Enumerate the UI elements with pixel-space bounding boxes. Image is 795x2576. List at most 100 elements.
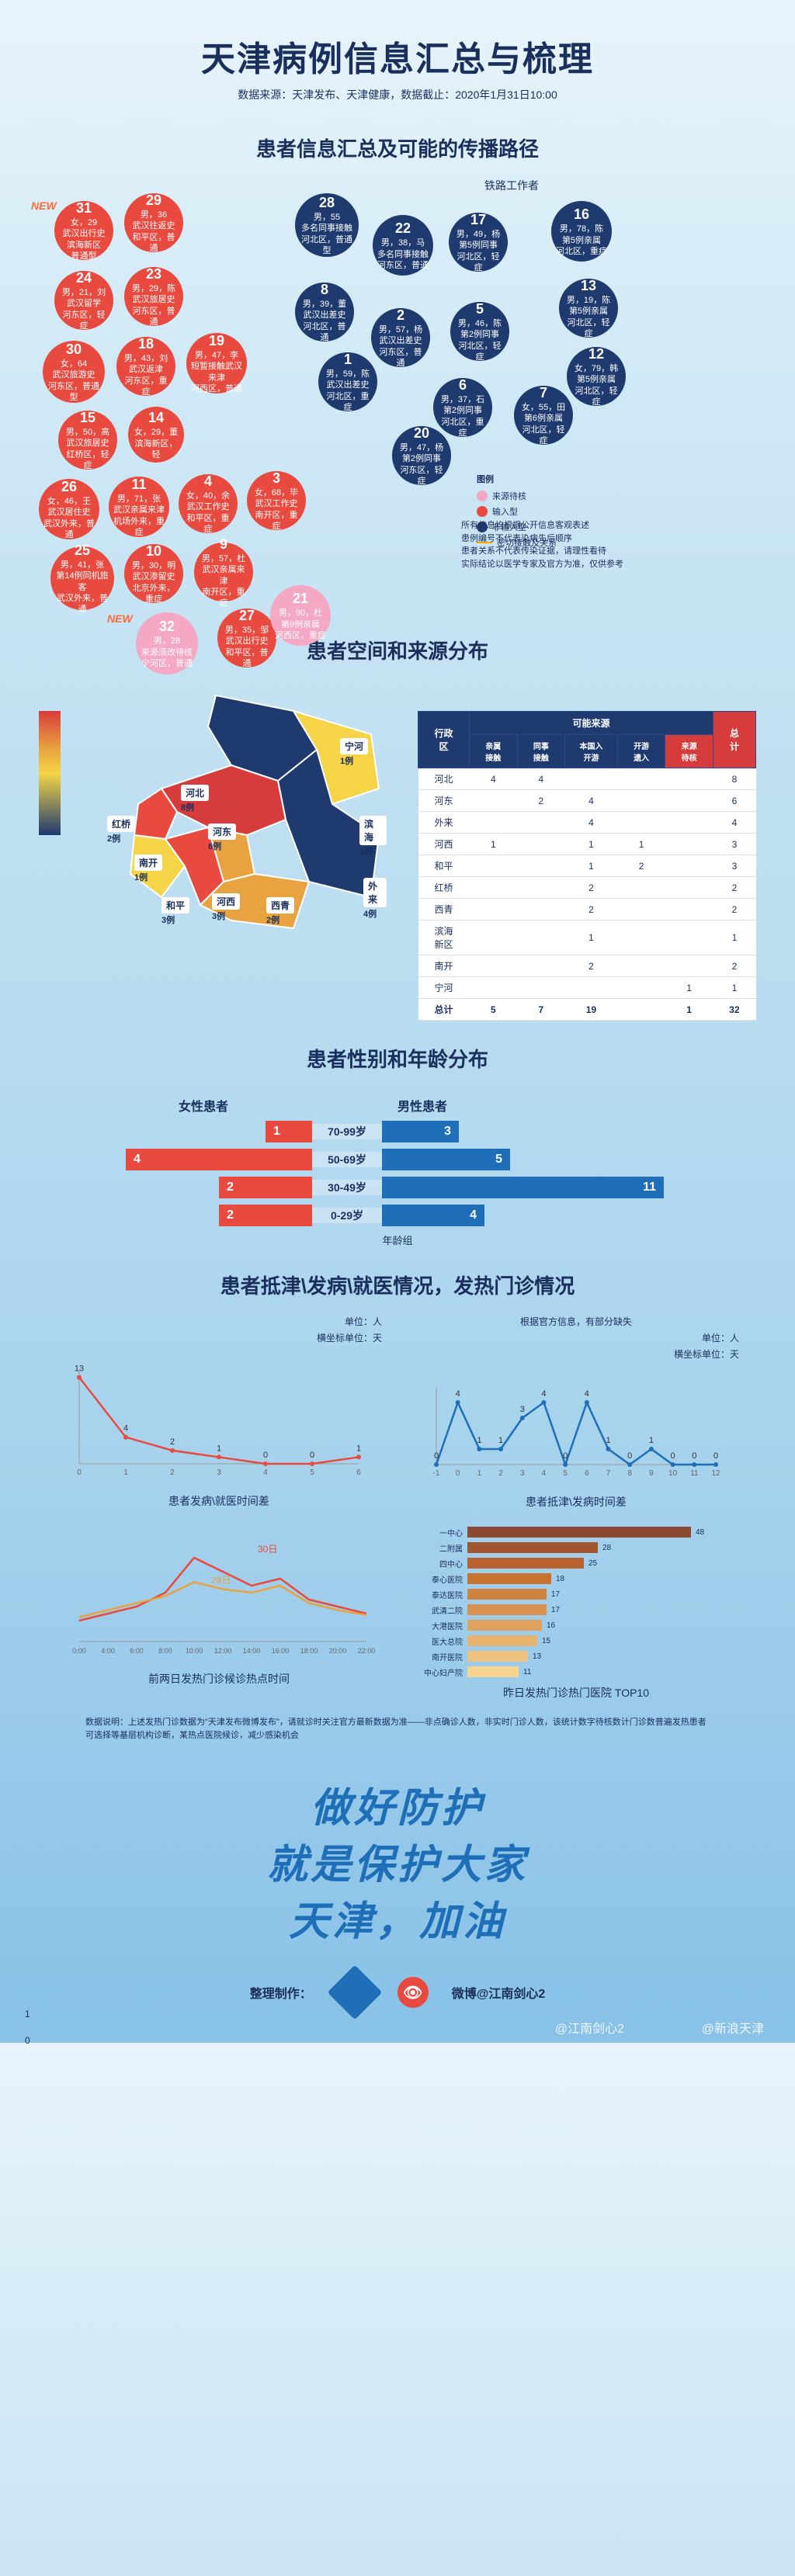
watermark2: @新浪天津 [702, 2018, 764, 2037]
slogan1: 做好防护 [39, 1780, 756, 1837]
svg-text:1: 1 [498, 1436, 503, 1445]
case-bubble-31: 31女，29武汉出行史滨海新区普通型 [54, 201, 113, 260]
chart1: 单位：人 横坐标单位：天 130412213040516 患者发病\就医时间差 [56, 1315, 382, 1510]
gradient-bot: 0 [25, 2035, 30, 2046]
svg-text:8:00: 8:00 [158, 1647, 172, 1655]
region-河东: 河东6例 [208, 823, 236, 852]
case-bubble-8: 8男，39，董武汉出差史河北区，普通 [295, 283, 354, 342]
svg-text:4: 4 [263, 1468, 268, 1477]
region-和平: 和平3例 [161, 897, 189, 926]
case-bubble-2: 2男，57，杨武汉出差史河东区，普通 [371, 308, 430, 367]
svg-text:5: 5 [563, 1469, 568, 1478]
gradient-legend: 多人 1 0 [39, 680, 61, 835]
cube-icon [327, 1965, 382, 2020]
svg-text:20:00: 20:00 [329, 1647, 347, 1655]
svg-text:3: 3 [217, 1468, 221, 1477]
svg-text:0: 0 [627, 1451, 632, 1461]
svg-text:1: 1 [649, 1436, 654, 1445]
svg-text:16:00: 16:00 [272, 1647, 290, 1655]
case-bubble-32: 32男，28来源须改待核宁河区，普通 [136, 612, 198, 674]
region-source-table: 行政区可能来源总计亲属接触同事接触本国入开游开游遗入来源待核河北448河东246… [418, 711, 756, 1021]
svg-text:1: 1 [606, 1436, 610, 1445]
xunit2: 横坐标单位：天 [413, 1347, 739, 1361]
svg-text:8: 8 [627, 1469, 632, 1478]
hbar-医大总院: 医大总院15 [413, 1634, 739, 1648]
watermark1: @江南剑心2 [555, 2018, 624, 2037]
slogan: 做好防护 就是保护大家 天津，加油 [39, 1780, 756, 1950]
xunit1: 横坐标单位：天 [56, 1331, 382, 1344]
svg-text:10:00: 10:00 [186, 1647, 203, 1655]
svg-text:4: 4 [542, 1469, 547, 1478]
transmission-bubbles: 铁路工作者 31女，29武汉出行史滨海新区普通型29男，36武汉往返史和平区，普… [39, 178, 756, 612]
svg-text:0: 0 [77, 1468, 82, 1477]
weibo-icon: 👁 [398, 1977, 429, 2008]
note-top: 根据官方信息，有部分缺失 [413, 1315, 739, 1328]
case-bubble-27: 27男，35，邹武汉出行史和平区，普通 [217, 608, 276, 667]
svg-text:0: 0 [456, 1469, 460, 1478]
svg-text:0: 0 [713, 1451, 718, 1461]
case-bubble-12: 12女，79，韩第5例亲属河北区，轻症 [567, 347, 626, 406]
svg-text:4: 4 [456, 1389, 460, 1399]
chart2: 根据官方信息，有部分缺失 单位：人 横坐标单位：天 0-140111233440… [413, 1315, 739, 1510]
chart3-title: 前两日发热门诊候诊热点时间 [56, 1671, 382, 1687]
svg-text:0: 0 [263, 1451, 268, 1460]
svg-text:1: 1 [477, 1436, 481, 1445]
case-bubble-5: 5男，46，陈第2例同事河北区，轻症 [450, 302, 509, 361]
gradient-mid: 1 [25, 2009, 30, 2020]
svg-text:28日: 28日 [211, 1575, 231, 1586]
svg-text:1: 1 [217, 1444, 221, 1453]
case-bubble-3: 3女，68，毕武汉工作史南开区，重症 [247, 471, 306, 530]
region-红桥: 红桥2例 [107, 816, 135, 844]
svg-text:12: 12 [711, 1469, 720, 1478]
svg-text:4: 4 [123, 1424, 128, 1434]
chart1-title: 患者发病\就医时间差 [56, 1493, 382, 1509]
svg-text:1: 1 [477, 1469, 482, 1478]
maker-label: 整理制作： [250, 1983, 312, 2002]
slogan3: 天津，加油 [39, 1894, 756, 1950]
svg-text:4: 4 [585, 1389, 589, 1399]
svg-text:30日: 30日 [258, 1544, 277, 1555]
legend-note: 所有信息均根据公开信息客观表述患例编号不代表染病先后顺序患者关系不代表传染证据，… [461, 519, 710, 570]
region-南开: 南开1例 [134, 855, 162, 883]
hbar-二附属: 二附属28 [413, 1541, 739, 1555]
svg-text:0: 0 [434, 1451, 439, 1461]
svg-text:10: 10 [668, 1469, 678, 1478]
region-宁河: 宁河1例 [340, 738, 368, 767]
svg-text:5: 5 [310, 1468, 314, 1477]
svg-text:-1: -1 [433, 1469, 440, 1478]
region-滨海: 滨海1例 [359, 816, 387, 858]
case-bubble-20: 20男，47，杨第2例同事河东区，轻症 [392, 426, 451, 485]
case-bubble-30: 30女，64武汉旅游史河东区，普通型 [43, 341, 105, 403]
svg-text:14:00: 14:00 [243, 1647, 261, 1655]
case-bubble-23: 23男，29，陈武汉旅居史河东区，普通 [124, 267, 183, 326]
svg-text:4:00: 4:00 [101, 1647, 115, 1655]
case-bubble-15: 15男，50，高武汉旅居史红桥区，轻症 [58, 411, 117, 470]
disclaimer: 数据说明：上述发热门诊数据为"天津发布微博发布"，请就诊时关注官方最新数据为准—… [85, 1716, 710, 1742]
hbar-南开医院: 南开医院13 [413, 1649, 739, 1663]
case-bubble-24: 24男，21，刘武汉留学河东区，轻症 [54, 271, 113, 330]
svg-text:0: 0 [671, 1451, 675, 1461]
line-charts-row2: 30日28日0:004:006:008:0010:0012:0014:0016:… [39, 1525, 756, 1701]
svg-text:1: 1 [356, 1444, 361, 1453]
section1-title: 患者信息汇总及可能的传播路径 [39, 133, 756, 162]
data-source: 数据来源：天津发布、天津健康，数据截止：2020年1月31日10:00 [39, 87, 756, 102]
case-bubble-16: 16男，78，陈第5例亲属河北区，重症 [551, 201, 612, 262]
hbar-中心妇产院: 中心妇产院11 [413, 1665, 739, 1679]
svg-text:3: 3 [520, 1469, 525, 1478]
case-bubble-1: 1男，59，陈武汉出差史河北区，重症 [318, 352, 377, 411]
footer: 整理制作： 👁 微博@江南剑心2 [39, 1973, 756, 2012]
hbar-泰心医院: 泰心医院18 [413, 1572, 739, 1586]
railway-label: 铁路工作者 [484, 178, 539, 193]
case-bubble-17: 17男，49，杨第5例同事河北区，轻症 [449, 213, 508, 272]
svg-text:13: 13 [75, 1364, 84, 1374]
svg-text:0: 0 [563, 1451, 568, 1461]
case-bubble-28: 28男，55多名同事接触河北区，普通型 [295, 193, 359, 257]
case-bubble-11: 11男，71，张武汉亲属来津机场外来，重症 [109, 477, 169, 537]
hbar-四中心: 四中心25 [413, 1556, 739, 1570]
case-bubble-21: 21男，90，杜第9例亲属河西区，重症 [270, 585, 331, 646]
region-外来: 外来4例 [363, 878, 387, 920]
case-bubble-10: 10男，30，明武汉渗留史北京外来，重症 [124, 544, 183, 603]
weibo-handle: 微博@江南剑心2 [452, 1983, 546, 2002]
hbar-武清二院: 武清二院17 [413, 1603, 739, 1617]
section3-title: 患者性别和年龄分布 [39, 1044, 756, 1073]
